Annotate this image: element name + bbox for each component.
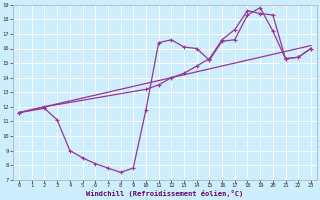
X-axis label: Windchill (Refroidissement éolien,°C): Windchill (Refroidissement éolien,°C) <box>86 190 244 197</box>
